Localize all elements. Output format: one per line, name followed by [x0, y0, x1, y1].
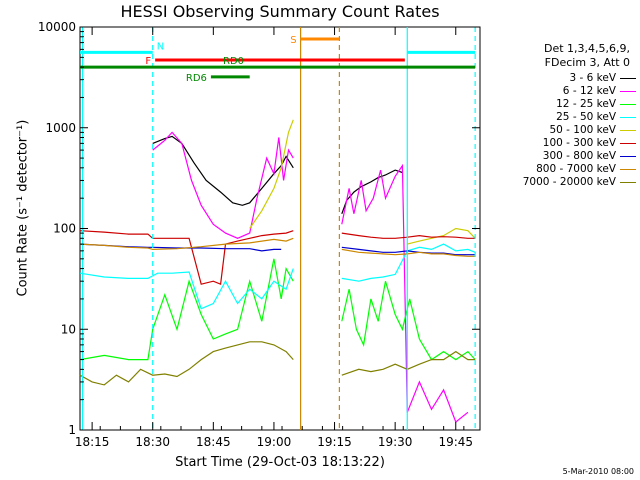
chart-title: HESSI Observing Summary Count Rates [120, 2, 440, 21]
legend-entry-5: 100 - 300 keV [490, 137, 640, 150]
legend-label: 300 - 800 keV [542, 150, 616, 162]
legend-header-line-2: FDecim 3, Att 0 [544, 56, 630, 69]
legend-label: 100 - 300 keV [542, 137, 616, 149]
y-tick-label-4: 10000 [38, 20, 76, 34]
flag-label-3: RD0 [223, 56, 244, 67]
legend-entry-0: 3 - 6 keV [490, 72, 640, 85]
series-line-2-segment-1 [341, 281, 476, 361]
legend-swatch [620, 182, 636, 183]
legend-header-line-1: Det 1,3,4,5,6,9, [543, 42, 630, 55]
series-line-4-segment-1 [407, 227, 476, 245]
y-tick-label-0: 1 [68, 423, 76, 437]
series-line-7-segment-1 [341, 248, 476, 257]
series-line-8-segment-0 [79, 341, 294, 386]
flag-label-2: S [290, 35, 296, 46]
legend-label: 7000 - 20000 keV [522, 176, 616, 188]
series-line-6-segment-0 [79, 243, 282, 252]
series-line-3-segment-0 [79, 268, 294, 310]
legend-label: 12 - 25 keV [556, 98, 616, 110]
series-line-1-segment-0 [152, 131, 294, 239]
series-line-2-segment-0 [79, 258, 294, 361]
y-tick-label-3: 1000 [45, 121, 76, 135]
series-line-7-segment-0 [79, 237, 294, 251]
legend-swatch [620, 117, 636, 118]
flag-label-0: N [157, 41, 164, 52]
legend-entry-1: 6 - 12 keV [490, 85, 640, 98]
legend-label: 6 - 12 keV [562, 85, 616, 97]
x-tick-label-6: 19:45 [438, 435, 473, 449]
y-axis-label: Count Rate (s⁻¹ detector⁻¹) [15, 119, 31, 297]
legend-swatch [620, 143, 636, 144]
series-line-3-segment-1 [341, 243, 476, 282]
x-axis-label: Start Time (29-Oct-03 18:13:22) [175, 455, 385, 470]
x-tick-label-5: 19:30 [378, 435, 413, 449]
series-line-5-segment-0 [79, 230, 294, 286]
series-line-0-segment-0 [152, 135, 294, 206]
series-line-4-segment-0 [249, 119, 294, 229]
x-tick-label-1: 18:30 [135, 435, 170, 449]
legend-swatch [620, 156, 636, 157]
flag-layer: NF S RD0 RD6 [80, 35, 476, 84]
legend-entry-6: 300 - 800 keV [490, 150, 640, 163]
series-line-1-segment-1 [341, 163, 469, 423]
legend-swatch [620, 91, 636, 92]
legend-swatch [620, 130, 636, 131]
legend-swatch [620, 78, 636, 79]
legend-label: 800 - 7000 keV [536, 163, 616, 175]
x-tick-label-4: 19:15 [317, 435, 352, 449]
legend-swatch [620, 169, 636, 170]
series-line-8-segment-1 [341, 350, 476, 376]
y-tick-label-2: 100 [53, 222, 76, 236]
legend-entry-4: 50 - 100 keV [490, 124, 640, 137]
y-tick-label-1: 10 [61, 322, 76, 336]
legend-label: 50 - 100 keV [549, 124, 616, 136]
x-tick-label-0: 18:15 [75, 435, 110, 449]
footer-timestamp: 5-Mar-2010 08:00 [562, 467, 634, 476]
x-tick-label-3: 19:00 [257, 435, 292, 449]
legend-label: 3 - 6 keV [569, 72, 616, 84]
flag-label-1: F [145, 56, 151, 67]
series-line-5-segment-1 [341, 232, 476, 239]
legend-entry-2: 12 - 25 keV [490, 98, 640, 111]
legend-label: 25 - 50 keV [556, 111, 616, 123]
legend-entry-8: 7000 - 20000 keV [490, 176, 640, 189]
legend-entry-3: 25 - 50 keV [490, 111, 640, 124]
legend: 3 - 6 keV 6 - 12 keV 12 - 25 keV 25 - 50 ke… [490, 72, 640, 189]
legend-swatch [620, 104, 636, 105]
axis-layer: 18:15 18:30 18:45 19:00 19:15 19:30 19:45 1 10 10… [38, 20, 480, 449]
x-tick-label-2: 18:45 [196, 435, 231, 449]
series-layer [79, 119, 476, 423]
flag-label-4: RD6 [186, 73, 207, 84]
series-line-6-segment-1 [341, 246, 476, 256]
legend-entry-7: 800 - 7000 keV [490, 163, 640, 176]
series-line-0-segment-1 [341, 169, 403, 215]
